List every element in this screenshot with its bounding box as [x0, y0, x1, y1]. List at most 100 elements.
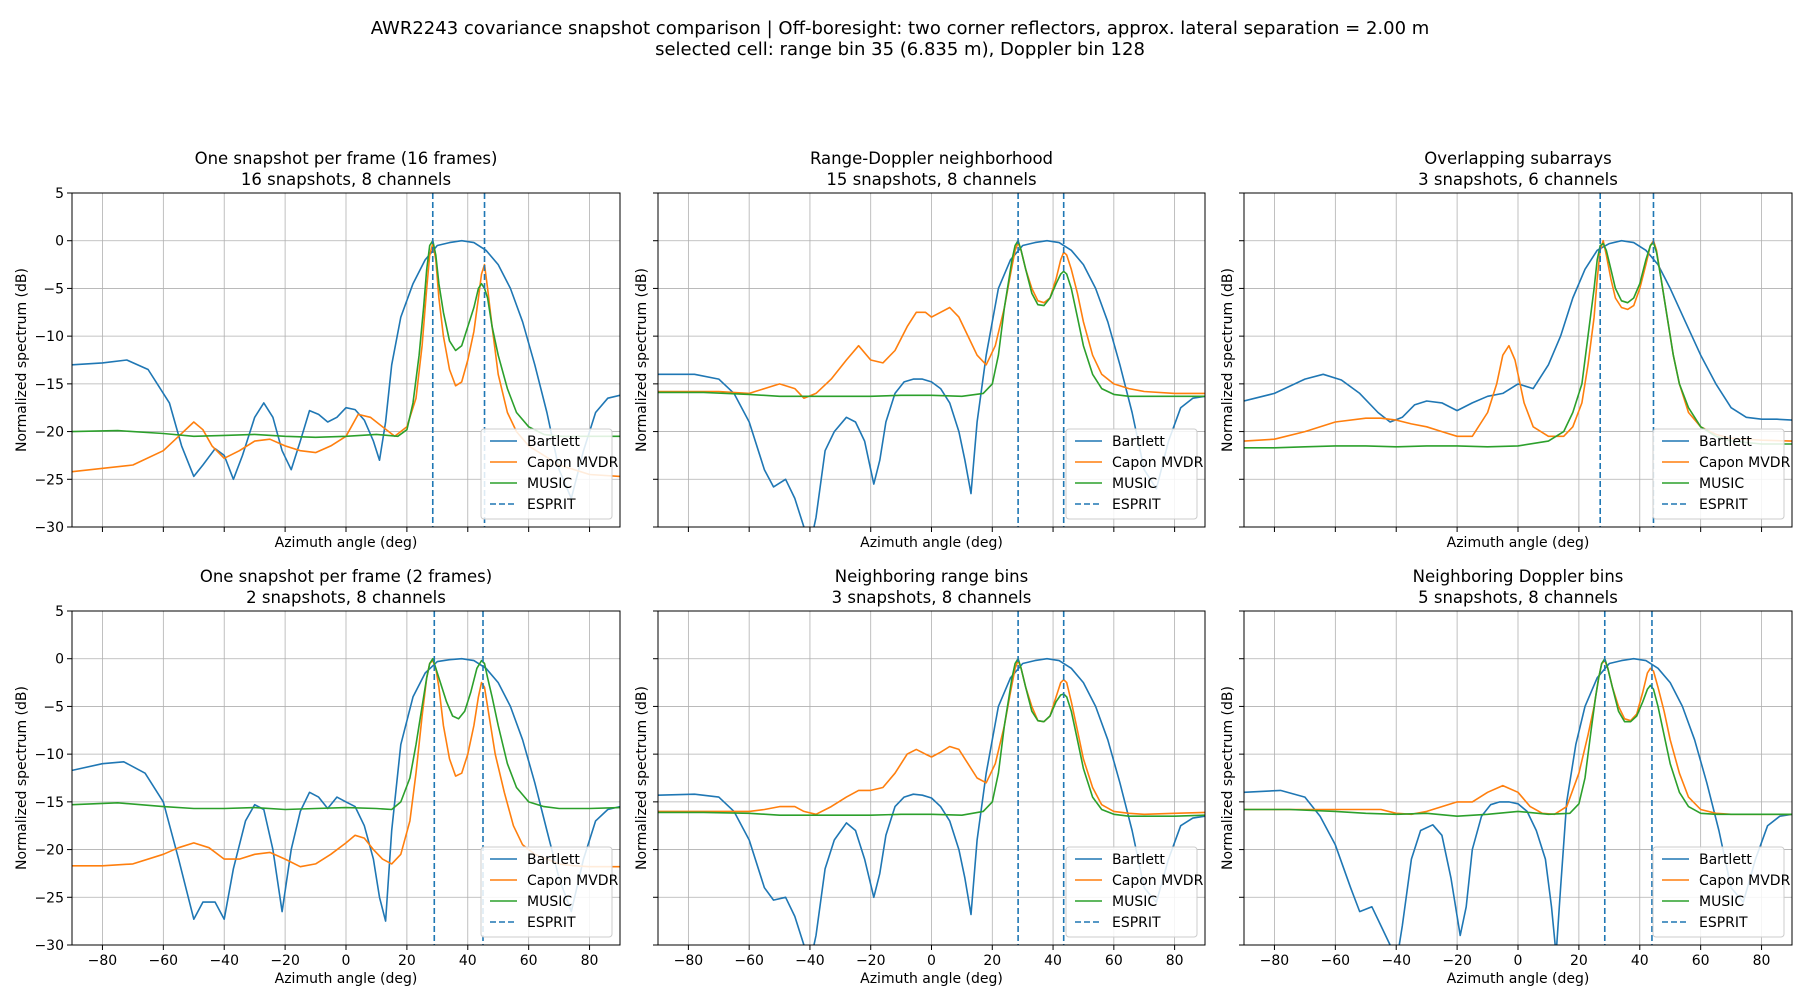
legend-label: Bartlett	[1699, 434, 1752, 450]
x-axis-label: Azimuth angle (deg)	[275, 535, 418, 551]
series-line-music	[658, 657, 1205, 817]
y-tick-label: −30	[34, 938, 64, 954]
y-axis-label: Normalized spectrum (dB)	[634, 686, 650, 870]
y-tick-label: −25	[34, 890, 64, 906]
series-line-bartlett	[658, 657, 1205, 945]
series-line-music	[72, 239, 620, 439]
series-group	[1244, 611, 1792, 945]
legend-label: ESPRIT	[1112, 497, 1161, 513]
series-line-capon-mvdr	[658, 241, 1205, 399]
legend-label: Bartlett	[527, 852, 580, 868]
legend-box	[1652, 428, 1785, 520]
series-group	[72, 193, 620, 527]
legend: Bartlett Capon MVDR MUSIC ESPRIT	[1065, 846, 1204, 938]
axes-frame	[657, 192, 1206, 528]
x-axis-label: Azimuth angle (deg)	[1447, 971, 1590, 987]
y-axis-label: Normalized spectrum (dB)	[14, 268, 30, 452]
x-tick-label: −60	[1321, 953, 1351, 969]
panel-4: −80 −60 −40 −20 0 20 40 60 80 5 0 −5 −10 −15 −20 −25 −30…	[14, 567, 621, 987]
panel-title-line2: 15 snapshots, 8 channels	[826, 170, 1036, 189]
series-group	[658, 611, 1205, 945]
x-tick-label: 40	[1631, 953, 1649, 969]
axes-frame	[657, 610, 1206, 946]
y-tick-label: −25	[34, 472, 64, 488]
legend-label: Capon MVDR	[1699, 873, 1791, 889]
legend-label: MUSIC	[1112, 894, 1157, 910]
y-tick-label: −15	[34, 377, 64, 393]
x-tick-label: 0	[342, 953, 351, 969]
x-tick-label: −60	[149, 953, 179, 969]
y-tick-label: 5	[55, 186, 64, 202]
y-axis-label: Normalized spectrum (dB)	[1220, 686, 1236, 870]
panel-title-line2: 5 snapshots, 8 channels	[1418, 588, 1618, 607]
x-tick-label: 80	[581, 953, 599, 969]
panel-5: −80 −60 −40 −20 0 20 40 60 80 Neighboring range b…	[634, 567, 1206, 987]
panel-title-line2: 2 snapshots, 8 channels	[246, 588, 446, 607]
legend-label: ESPRIT	[1699, 915, 1748, 931]
x-tick-label: −80	[88, 953, 118, 969]
legend: Bartlett Capon MVDR MUSIC ESPRIT	[1652, 428, 1791, 520]
legend-label: Capon MVDR	[527, 873, 619, 889]
legend: Bartlett Capon MVDR MUSIC ESPRIT	[480, 428, 619, 520]
y-tick-label: −5	[43, 699, 64, 715]
y-tick-label: −20	[34, 425, 64, 441]
series-line-music	[658, 239, 1205, 398]
y-axis-label: Normalized spectrum (dB)	[14, 686, 30, 870]
legend-label: ESPRIT	[527, 915, 576, 931]
y-tick-label: 0	[55, 652, 64, 668]
panel-title-line2: 3 snapshots, 8 channels	[832, 588, 1032, 607]
x-tick-label: 60	[1105, 953, 1123, 969]
legend-label: MUSIC	[527, 476, 572, 492]
panel-title-line1: One snapshot per frame (2 frames)	[200, 567, 492, 586]
x-tick-label: −40	[795, 953, 825, 969]
x-tick-label: −60	[734, 953, 764, 969]
y-tick-label: −5	[43, 281, 64, 297]
x-tick-label: 40	[1044, 953, 1062, 969]
legend-label: ESPRIT	[527, 497, 576, 513]
legend-label: MUSIC	[1112, 476, 1157, 492]
legend-label: Bartlett	[1112, 852, 1165, 868]
series-line-bartlett	[1244, 657, 1792, 945]
series-line-bartlett	[72, 657, 620, 922]
legend-label: Bartlett	[1112, 434, 1165, 450]
series-group	[72, 611, 620, 945]
y-axis-label: Normalized spectrum (dB)	[1220, 268, 1236, 452]
panel-title-line1: Overlapping subarrays	[1424, 149, 1611, 168]
legend-box	[1065, 428, 1198, 520]
axes-frame	[71, 610, 621, 946]
legend-box	[480, 428, 613, 520]
y-tick-label: −10	[34, 747, 64, 763]
x-tick-label: −80	[1260, 953, 1290, 969]
panel-title-line1: One snapshot per frame (16 frames)	[195, 149, 498, 168]
legend: Bartlett Capon MVDR MUSIC ESPRIT	[1652, 846, 1791, 938]
series-group	[658, 193, 1205, 527]
series-line-music	[72, 657, 620, 811]
x-tick-label: −80	[674, 953, 704, 969]
x-tick-label: −20	[270, 953, 300, 969]
legend-label: MUSIC	[527, 894, 572, 910]
panel-title-line1: Neighboring range bins	[835, 567, 1028, 586]
legend-label: ESPRIT	[1699, 497, 1748, 513]
y-tick-label: 5	[55, 604, 64, 620]
series-line-capon-mvdr	[658, 659, 1205, 816]
panel-title-line2: 3 snapshots, 6 channels	[1418, 170, 1618, 189]
x-tick-label: 0	[927, 953, 936, 969]
series-group	[1244, 193, 1792, 527]
panel-3: Overlapping subarrays 3 snapshots, 6 chan…	[1220, 149, 1793, 551]
legend-label: Capon MVDR	[1112, 873, 1204, 889]
series-line-bartlett	[658, 239, 1205, 527]
legend-label: Bartlett	[527, 434, 580, 450]
legend-box	[480, 846, 613, 938]
legend-label: ESPRIT	[1112, 915, 1161, 931]
legend-label: Capon MVDR	[1699, 455, 1791, 471]
panels: 5 0 −5 −10 −15 −20 −25 −30 One snapshot per fram…	[14, 149, 1793, 987]
y-tick-label: −30	[34, 520, 64, 536]
x-axis-label: Azimuth angle (deg)	[1447, 535, 1590, 551]
legend-label: Bartlett	[1699, 852, 1752, 868]
panel-1: 5 0 −5 −10 −15 −20 −25 −30 One snapshot per fram…	[14, 149, 621, 551]
legend-label: Capon MVDR	[527, 455, 619, 471]
x-tick-label: 0	[1514, 953, 1523, 969]
y-tick-label: −15	[34, 795, 64, 811]
x-tick-label: 80	[1753, 953, 1771, 969]
